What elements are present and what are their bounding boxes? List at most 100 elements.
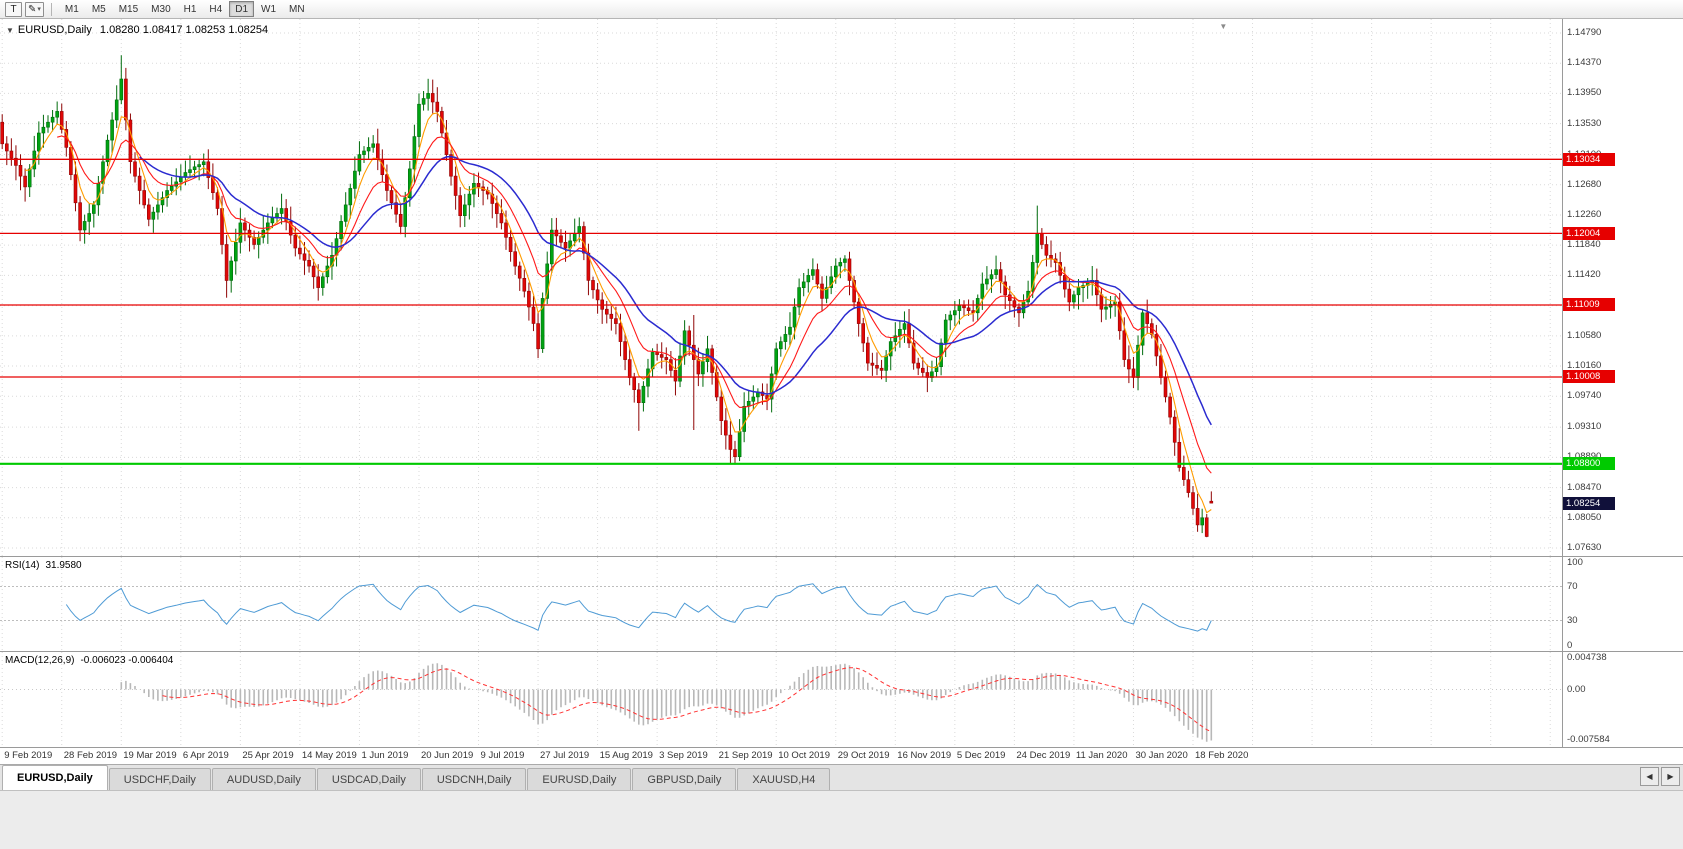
timeframe-m30[interactable]: M30 [145,1,176,17]
price-axis-label: 1.11840 [1567,239,1601,251]
price-axis-label: 1.13530 [1567,117,1602,129]
draw-tools-button[interactable]: ✎ ▾ [25,1,44,17]
ma-line-mid-ma [57,135,1212,474]
window-bottom-area [0,790,1683,849]
time-axis-label: 3 Sep 2019 [659,750,708,761]
tab-scroll-left-button[interactable]: ◀ [1640,767,1659,786]
price-axis-label: 1.12260 [1567,208,1602,220]
macd-histogram [120,663,1213,742]
chart-tab-0-eurusd-daily[interactable]: EURUSD,Daily [2,765,108,790]
price-level-tag-1.11009: 1.11009 [1563,298,1615,312]
chart-shift-marker-icon[interactable]: ▼ [1219,22,1228,31]
macd-signal-line [162,667,1212,733]
chart-tab-1-usdchf-daily[interactable]: USDCHF,Daily [108,768,211,790]
price-axis-label: 1.09740 [1567,390,1602,402]
price-level-tag-1.12004: 1.12004 [1563,226,1615,240]
rsi-label: RSI(14) 31.9580 [5,560,82,571]
time-axis-separator [0,747,1683,748]
time-axis-label: 27 Jul 2019 [540,750,590,761]
price-level-tag-1.10008: 1.10008 [1563,370,1615,384]
time-axis-label: 5 Dec 2019 [956,750,1006,761]
rsi-line [65,583,1212,632]
macd-name: MACD(12,26,9) [5,655,75,666]
time-axis-label: 25 Apr 2019 [242,750,294,761]
price-axis-label: 1.13950 [1567,87,1602,99]
price-chart-canvas[interactable] [0,19,1562,556]
chart-ohlc-values: 1.08280 1.08417 1.08253 1.08254 [99,24,269,36]
ma-line-slow-ma [139,155,1212,426]
candlesticks [0,55,1214,538]
time-axis-label: 9 Jul 2019 [480,750,525,761]
price-axis-label: 1.14370 [1567,57,1602,69]
panel-separator-macd[interactable] [0,651,1683,652]
price-level-tag-1.13034: 1.13034 [1563,152,1615,166]
template-button[interactable]: T [5,1,22,17]
vertical-gridlines [1,19,1551,556]
timeframe-w1[interactable]: W1 [255,1,282,17]
price-axis-separator [1562,19,1563,747]
time-axis-label: 15 Aug 2019 [599,750,653,761]
time-axis-label: 29 Oct 2019 [837,750,890,761]
current-price-tag: 1.08254 [1563,496,1615,510]
chart-panel: ▼ EURUSD,Daily 1.08280 1.08417 1.08253 1.0… [0,19,1683,764]
price-level-tag-1.08800: 1.08800 [1563,457,1615,471]
time-axis-label: 1 Jun 2019 [361,750,409,761]
chart-tab-bar: EURUSD,Daily USDCHF,Daily AUDUSD,Daily USDC… [0,764,1683,790]
timeframe-h4[interactable]: H4 [203,1,228,17]
time-axis-label: 14 May 2019 [301,750,357,761]
price-axis-label: 1.10160 [1567,360,1602,372]
price-axis[interactable]: 1.147901.143701.139501.135301.131001.126… [1563,19,1683,556]
chart-symbol-period: EURUSD,Daily [17,24,92,36]
tab-scroll-right-button[interactable]: ▶ [1661,767,1680,786]
time-axis-label: 9 Feb 2019 [4,750,53,761]
panel-separator-rsi[interactable] [0,556,1683,557]
ma-line-fast-ma [25,112,1212,514]
price-axis-label: 1.11420 [1567,269,1601,281]
rsi-axis-label: 70 [1567,580,1578,592]
dropdown-caret-icon: ▾ [37,6,41,13]
timeframe-group: M1 M5 M15 M30 H1 H4 D1 W1 MN [59,1,311,17]
chart-title: ▼ EURUSD,Daily 1.08280 1.08417 1.08253 1.0… [6,24,268,36]
macd-canvas[interactable] [0,652,1562,747]
price-axis-label: 1.12680 [1567,178,1602,190]
price-axis-label: 1.08050 [1567,511,1602,523]
timeframe-m1[interactable]: M1 [59,1,85,17]
rsi-name: RSI(14) [5,560,40,571]
time-axis-label: 24 Dec 2019 [1016,750,1071,761]
time-axis[interactable]: 9 Feb 2019 28 Feb 2019 19 Mar 2019 6 Apr 20… [0,748,1562,764]
rsi-axis-label: 100 [1567,557,1583,568]
rsi-axis-label: 0 [1567,640,1573,651]
timeframe-d1[interactable]: D1 [229,1,255,17]
chart-tab-5-eurusd-daily[interactable]: EURUSD,Daily [527,768,632,790]
time-axis-label: 19 Mar 2019 [123,750,177,761]
timeframe-mn[interactable]: MN [283,1,311,17]
macd-axis-label: 0.004738 [1567,652,1607,663]
price-axis-label: 1.08470 [1567,481,1602,493]
vertical-gridlines [1,557,1551,651]
macd-axis-label: 0.00 [1567,683,1586,695]
macd-axis-label: -0.007584 [1567,734,1610,745]
time-axis-label: 11 Jan 2020 [1075,750,1128,761]
timeframe-h1[interactable]: H1 [178,1,203,17]
timeframe-m5[interactable]: M5 [86,1,112,17]
top-toolbar: T ✎ ▾ M1 M5 M15 M30 H1 H4 D1 W1 MN [0,0,1683,19]
chart-tab-7-xauusd-h4[interactable]: XAUUSD,H4 [737,768,831,790]
chart-menu-arrow-icon[interactable]: ▼ [6,26,14,35]
horizontal-gridlines [0,32,1562,549]
chart-tab-3-usdcad-daily[interactable]: USDCAD,Daily [316,768,421,790]
pencil-icon: ✎ [28,3,37,15]
chart-tab-4-usdcnh-daily[interactable]: USDCNH,Daily [421,768,527,790]
chart-tab-2-audusd-daily[interactable]: AUDUSD,Daily [211,768,316,790]
rsi-canvas[interactable] [0,557,1562,651]
price-axis-label: 1.07630 [1567,542,1602,553]
time-axis-label: 10 Oct 2019 [778,750,830,761]
time-axis-label: 28 Feb 2019 [63,750,118,761]
price-axis-label: 1.09310 [1567,421,1602,433]
timeframe-m15[interactable]: M15 [113,1,144,17]
rsi-value: 31.9580 [45,560,82,571]
macd-values: -0.006023 -0.006404 [80,655,174,666]
time-axis-label: 20 Jun 2019 [420,750,474,761]
time-axis-label: 30 Jan 2020 [1135,750,1188,761]
chart-tab-6-gbpusd-daily[interactable]: GBPUSD,Daily [632,768,737,790]
tab-scroll-arrows: ◀ ▶ [1640,767,1680,786]
